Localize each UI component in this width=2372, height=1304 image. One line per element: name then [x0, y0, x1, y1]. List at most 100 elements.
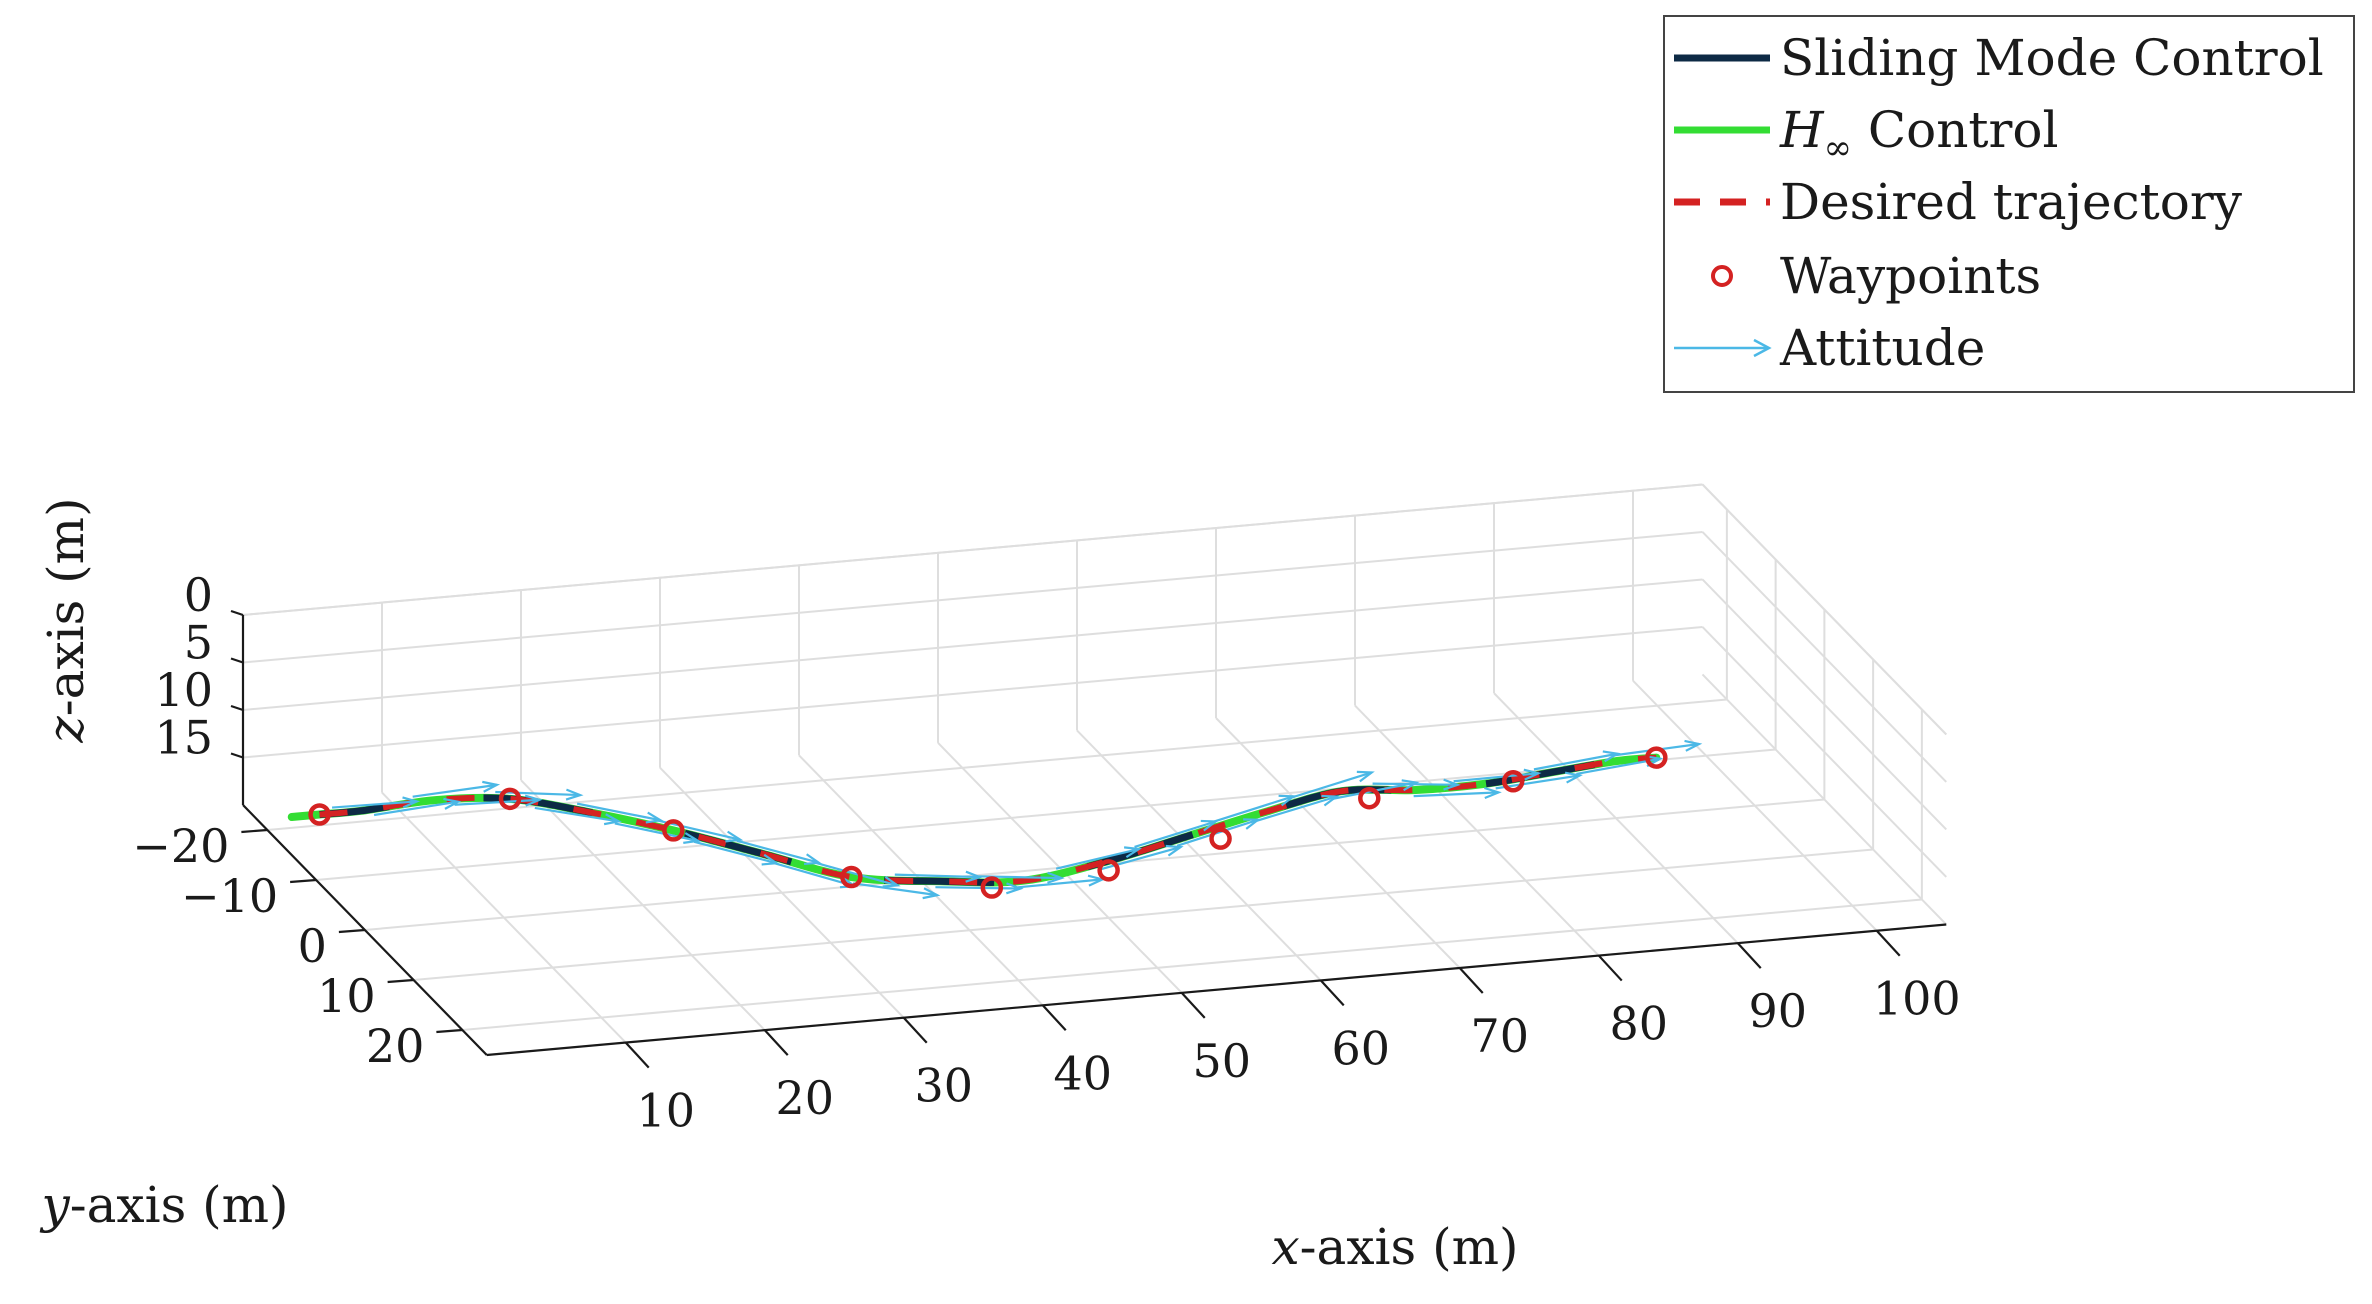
side-wall-grid-horizontal	[1701, 578, 1947, 831]
attitude-arrow	[1212, 795, 1294, 824]
attitude-arrow	[693, 840, 777, 865]
waypoint-marker	[1358, 786, 1381, 810]
z-tick-mark	[230, 657, 244, 664]
y-tick-mark	[338, 928, 365, 934]
x-axis-label-rest: -axis (m)	[1300, 1218, 1519, 1276]
z-tick-label: 15	[154, 711, 213, 765]
attitude-arrow	[534, 806, 619, 823]
z-tick-mark	[230, 752, 244, 759]
x-tick-mark	[763, 1029, 789, 1056]
attitude-arrowhead	[1401, 779, 1420, 792]
attitude-arrow	[935, 886, 1021, 890]
attitude-arrow	[1413, 791, 1499, 798]
x-tick-label: 20	[775, 1071, 834, 1125]
x-tick-label: 60	[1331, 1021, 1390, 1075]
attitude-arrow	[894, 873, 980, 879]
legend-box	[1663, 15, 2355, 393]
attitude-arrow	[331, 800, 417, 809]
x-axis-line	[486, 923, 1947, 1057]
legend-desired-label: Desired trajectory	[1780, 173, 2243, 231]
attitude-arrowhead	[565, 788, 584, 801]
x-axis-label-var: x	[1271, 1218, 1299, 1276]
y-tick-label: 0	[298, 919, 327, 973]
x-tick-mark	[1041, 1004, 1067, 1032]
z-axis-label: z-axis (m)	[37, 497, 95, 743]
side-wall-grid-horizontal	[1701, 626, 1947, 878]
attitude-arrow	[1176, 818, 1259, 847]
y-tick-label: −20	[132, 819, 229, 873]
side-wall-grid-horizontal	[1701, 483, 1947, 736]
attitude-arrowhead	[1523, 768, 1542, 781]
legend-hinf-sub: ∞	[1824, 128, 1852, 168]
data-layer	[287, 739, 1703, 900]
attitude-arrow	[1254, 795, 1337, 823]
back-wall-grid-horizontal	[242, 578, 1703, 711]
attitude-arrow	[852, 882, 938, 897]
attitude-arrowhead	[725, 830, 744, 843]
box-edge	[1701, 673, 1947, 926]
waypoint-marker	[1097, 859, 1120, 882]
y-tick-mark	[290, 878, 317, 884]
attitude-arrow	[1495, 774, 1580, 790]
attitude-arrowhead	[1165, 844, 1184, 857]
attitude-arrowhead	[402, 796, 421, 809]
legend-hinf-rest: Control	[1852, 101, 2059, 159]
attitude-arrowhead	[1443, 778, 1461, 791]
attitude-arrow	[454, 798, 540, 806]
x-tick-mark	[1597, 954, 1623, 982]
attitude-arrowhead	[882, 875, 901, 888]
waypoint-marker	[498, 787, 522, 811]
legend-waypoint-marker	[1711, 265, 1733, 287]
legend-hinf-main: H	[1779, 101, 1825, 159]
attitude-arrow	[815, 861, 898, 887]
attitude-arrowhead	[1684, 739, 1703, 752]
z-axis-label-var: z	[37, 716, 95, 744]
grid-layer	[242, 483, 1947, 1056]
attitude-arrow	[1453, 772, 1539, 783]
attitude-arrow	[1098, 846, 1181, 871]
attitude-arrowhead	[1602, 750, 1621, 763]
attitude-arrow	[1055, 847, 1140, 870]
x-tick-mark	[1458, 967, 1484, 994]
attitude-arrowhead	[1005, 882, 1024, 895]
attitude-arrow	[736, 839, 820, 864]
x-tick-label: 30	[914, 1059, 973, 1113]
legend-hinf-label: H∞ Control	[1779, 101, 2058, 168]
z-tick-label: 5	[184, 616, 213, 670]
attitude-arrow	[772, 861, 856, 888]
y-axis-label: y-axis (m)	[39, 1176, 288, 1234]
x-tick-mark	[1319, 979, 1345, 1007]
waypoint-marker	[1209, 827, 1232, 850]
attitude-arrowhead	[603, 813, 622, 826]
z-tick-mark	[230, 704, 244, 712]
x-tick-label: 90	[1748, 984, 1807, 1038]
attitude-arrow	[1290, 771, 1373, 799]
waypoint-marker	[662, 819, 685, 842]
waypoint-marker	[1501, 770, 1525, 793]
back-wall-grid-horizontal	[242, 530, 1703, 664]
z-tick-label: 10	[154, 663, 213, 717]
x-tick-mark	[1736, 942, 1762, 969]
attitude-arrowhead	[524, 794, 543, 807]
legend-smc-label: Sliding Mode Control	[1780, 29, 2324, 87]
legend-attitude-label: Attitude	[1779, 319, 1985, 377]
z-axis-label-rest: -axis (m)	[37, 497, 95, 716]
y-tick-mark	[387, 978, 414, 984]
z-tick-mark	[230, 609, 244, 617]
attitude-arrowhead	[922, 887, 941, 900]
x-tick-label: 100	[1873, 972, 1961, 1026]
y-tick-mark	[436, 1028, 463, 1034]
y-tick-label: 10	[317, 969, 376, 1023]
back-wall-grid-horizontal	[242, 625, 1703, 759]
attitude-arrow	[576, 802, 661, 822]
x-tick-label: 70	[1470, 1009, 1529, 1063]
attitude-arrow	[1134, 820, 1216, 849]
legend-waypoints-label: Waypoints	[1780, 247, 2041, 305]
x-tick-mark	[902, 1016, 928, 1044]
attitude-arrow	[614, 822, 699, 842]
attitude-arrowhead	[482, 780, 501, 793]
attitude-arrow	[1372, 782, 1458, 786]
x-tick-label: 40	[1053, 1046, 1112, 1100]
